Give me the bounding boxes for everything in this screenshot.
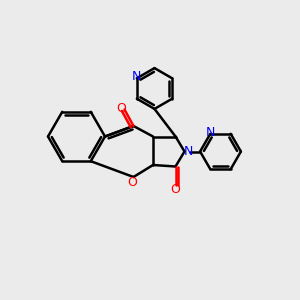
Text: N: N <box>206 126 215 139</box>
Text: O: O <box>171 183 180 196</box>
Text: N: N <box>183 145 193 158</box>
Text: N: N <box>131 70 141 83</box>
Text: O: O <box>127 176 137 190</box>
Text: O: O <box>116 101 126 115</box>
